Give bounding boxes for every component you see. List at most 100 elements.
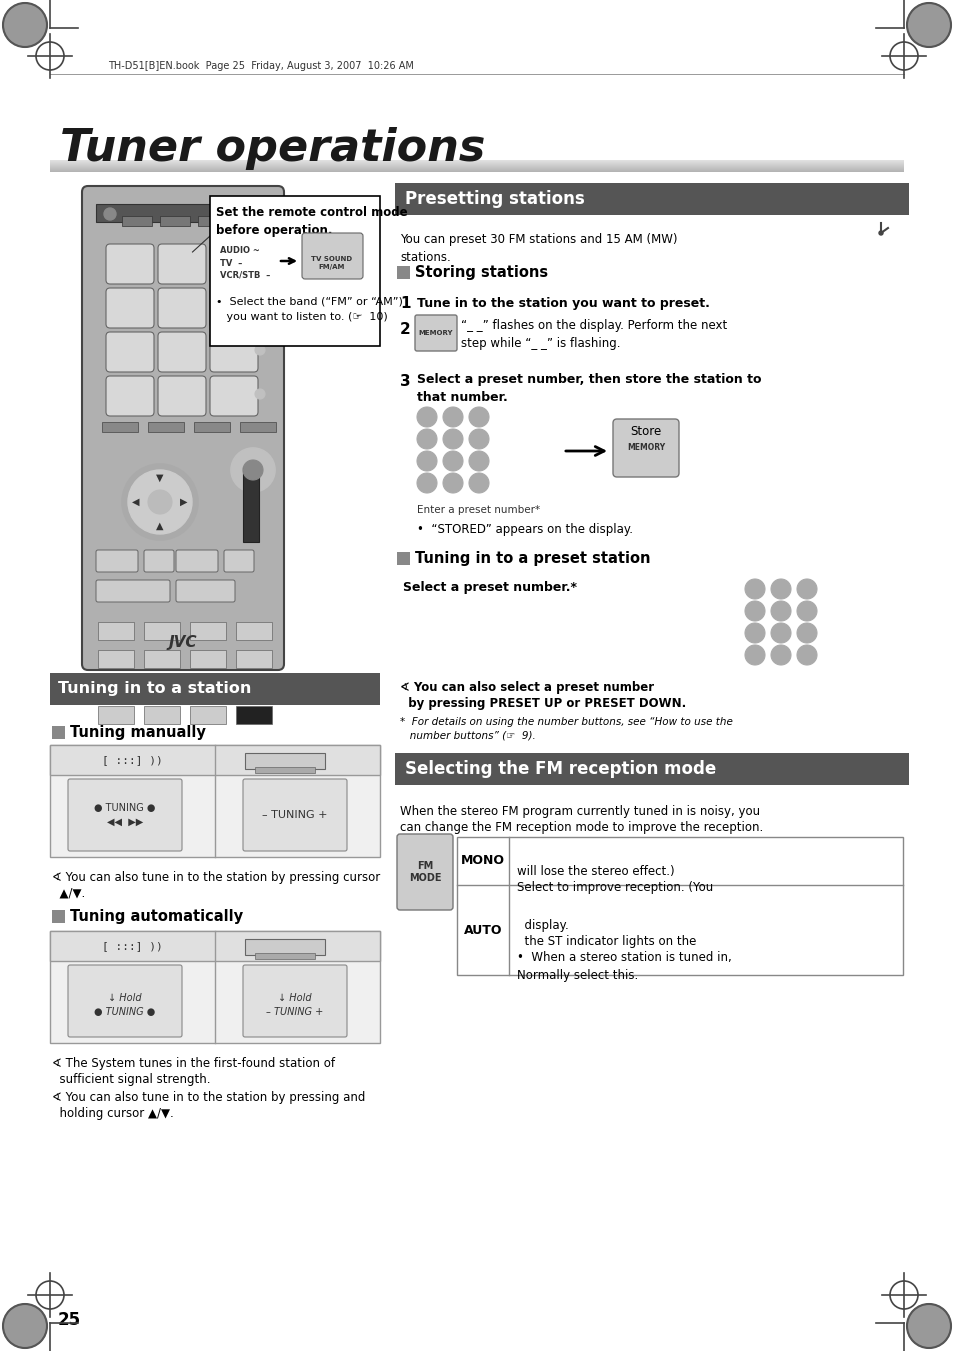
FancyBboxPatch shape bbox=[243, 780, 347, 851]
Bar bbox=[96, 204, 270, 222]
FancyBboxPatch shape bbox=[68, 965, 182, 1038]
Text: that number.: that number. bbox=[416, 390, 507, 404]
FancyBboxPatch shape bbox=[106, 332, 153, 372]
Bar bbox=[456, 838, 902, 975]
Circle shape bbox=[744, 580, 764, 598]
Circle shape bbox=[469, 407, 489, 427]
Circle shape bbox=[469, 451, 489, 471]
Text: ▶: ▶ bbox=[180, 497, 188, 507]
Text: sufficient signal strength.: sufficient signal strength. bbox=[52, 1073, 211, 1086]
Circle shape bbox=[770, 601, 790, 621]
Bar bbox=[144, 650, 180, 667]
Bar bbox=[144, 621, 180, 640]
Text: MEMORY: MEMORY bbox=[418, 330, 453, 336]
Text: 25: 25 bbox=[58, 1310, 81, 1329]
FancyBboxPatch shape bbox=[158, 288, 206, 328]
Bar bbox=[396, 266, 410, 280]
FancyBboxPatch shape bbox=[82, 186, 284, 670]
Bar bbox=[190, 707, 226, 724]
FancyBboxPatch shape bbox=[68, 780, 182, 851]
Bar bbox=[245, 753, 325, 769]
Text: •  “STORED” appears on the display.: • “STORED” appears on the display. bbox=[416, 523, 633, 536]
Text: ∢ You can also tune in to the station by pressing and: ∢ You can also tune in to the station by… bbox=[52, 1092, 365, 1104]
Text: You can preset 30 FM stations and 15 AM (MW)
stations.: You can preset 30 FM stations and 15 AM … bbox=[399, 232, 677, 263]
Text: Store: Store bbox=[630, 426, 661, 438]
Text: can change the FM reception mode to improve the reception.: can change the FM reception mode to impr… bbox=[399, 821, 762, 834]
Text: – TUNING +: – TUNING + bbox=[262, 811, 328, 820]
Text: ▼: ▼ bbox=[156, 473, 164, 484]
Circle shape bbox=[878, 231, 882, 235]
FancyBboxPatch shape bbox=[158, 245, 206, 284]
Text: ▲: ▲ bbox=[156, 521, 164, 531]
Text: Select a preset number.*: Select a preset number.* bbox=[402, 581, 577, 593]
Bar bbox=[190, 650, 226, 667]
Text: holding cursor ▲/▼.: holding cursor ▲/▼. bbox=[52, 1106, 173, 1120]
FancyBboxPatch shape bbox=[210, 196, 379, 346]
Bar bbox=[254, 767, 314, 773]
Text: 1: 1 bbox=[399, 296, 410, 311]
Circle shape bbox=[796, 644, 816, 665]
Text: ∢ The System tunes in the first-found station of: ∢ The System tunes in the first-found st… bbox=[52, 1056, 335, 1070]
Text: Select a preset number, then store the station to: Select a preset number, then store the s… bbox=[416, 373, 760, 386]
Bar bbox=[148, 422, 184, 432]
Text: ∢ You can also select a preset number: ∢ You can also select a preset number bbox=[399, 681, 654, 694]
Circle shape bbox=[231, 449, 274, 492]
Circle shape bbox=[254, 345, 265, 355]
FancyBboxPatch shape bbox=[210, 288, 257, 328]
Circle shape bbox=[416, 430, 436, 449]
FancyBboxPatch shape bbox=[396, 834, 453, 911]
Circle shape bbox=[243, 459, 263, 480]
Text: Tuning in to a preset station: Tuning in to a preset station bbox=[415, 550, 650, 566]
Circle shape bbox=[254, 389, 265, 399]
Circle shape bbox=[442, 430, 462, 449]
FancyBboxPatch shape bbox=[613, 419, 679, 477]
Circle shape bbox=[3, 1304, 47, 1348]
Circle shape bbox=[122, 463, 198, 540]
Text: you want to listen to. (☞  10): you want to listen to. (☞ 10) bbox=[215, 312, 387, 322]
Bar bbox=[98, 678, 133, 696]
Circle shape bbox=[770, 644, 790, 665]
Text: MONO: MONO bbox=[460, 854, 504, 867]
Text: Storing stations: Storing stations bbox=[415, 265, 548, 280]
Bar bbox=[98, 650, 133, 667]
FancyBboxPatch shape bbox=[96, 550, 138, 571]
FancyBboxPatch shape bbox=[243, 965, 347, 1038]
Circle shape bbox=[864, 218, 896, 249]
Circle shape bbox=[770, 580, 790, 598]
Bar bbox=[235, 621, 272, 640]
Bar bbox=[193, 422, 230, 432]
Text: Enter a preset number*: Enter a preset number* bbox=[416, 505, 539, 515]
Circle shape bbox=[469, 473, 489, 493]
Bar bbox=[396, 553, 410, 565]
Circle shape bbox=[3, 3, 47, 47]
Text: ● TUNING ●
◀◀  ▶▶: ● TUNING ● ◀◀ ▶▶ bbox=[94, 802, 155, 827]
Circle shape bbox=[796, 580, 816, 598]
FancyBboxPatch shape bbox=[106, 245, 153, 284]
Text: Tuning manually: Tuning manually bbox=[70, 724, 206, 739]
Bar bbox=[50, 673, 379, 705]
Circle shape bbox=[104, 208, 116, 220]
FancyBboxPatch shape bbox=[96, 580, 170, 603]
FancyBboxPatch shape bbox=[175, 550, 218, 571]
Circle shape bbox=[744, 644, 764, 665]
Text: before operation.: before operation. bbox=[215, 224, 333, 236]
Bar bbox=[50, 744, 379, 857]
Text: ▲/▼.: ▲/▼. bbox=[52, 888, 85, 900]
Bar bbox=[52, 911, 65, 923]
Circle shape bbox=[906, 3, 950, 47]
Circle shape bbox=[744, 623, 764, 643]
Text: AUTO: AUTO bbox=[463, 924, 501, 936]
FancyBboxPatch shape bbox=[224, 550, 253, 571]
Circle shape bbox=[906, 1304, 950, 1348]
Text: number buttons” (☞  9).: number buttons” (☞ 9). bbox=[399, 731, 536, 740]
Text: will lose the stereo effect.): will lose the stereo effect.) bbox=[517, 865, 674, 878]
Text: When the stereo FM program currently tuned in is noisy, you: When the stereo FM program currently tun… bbox=[399, 805, 760, 817]
FancyBboxPatch shape bbox=[106, 376, 153, 416]
Circle shape bbox=[796, 623, 816, 643]
Bar bbox=[198, 216, 228, 226]
Text: Tune in to the station you want to preset.: Tune in to the station you want to prese… bbox=[416, 296, 709, 309]
Text: Normally select this.: Normally select this. bbox=[517, 969, 638, 982]
Text: Presetting stations: Presetting stations bbox=[405, 190, 584, 208]
Text: Set the remote control mode: Set the remote control mode bbox=[215, 205, 407, 219]
Bar bbox=[235, 678, 272, 696]
